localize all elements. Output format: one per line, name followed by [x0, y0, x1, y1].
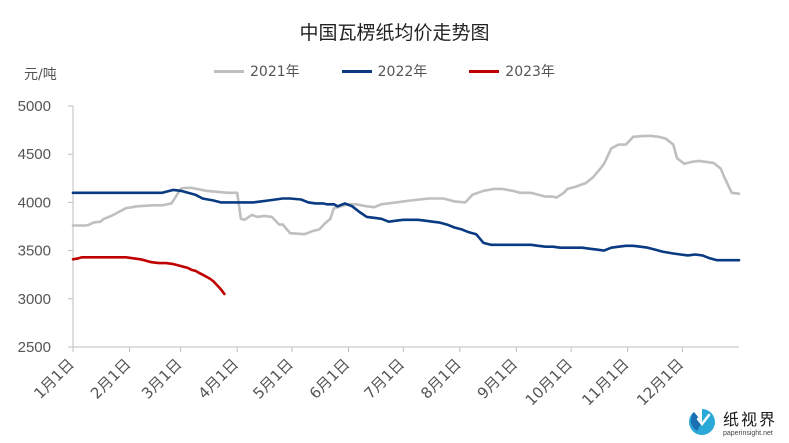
chart-title: 中国瓦楞纸均价走势图 — [299, 22, 490, 44]
x-tick-label: 4月1日 — [195, 355, 242, 402]
x-tick-label: 6月1日 — [306, 355, 353, 402]
y-tick-label: 5000 — [18, 98, 51, 115]
legend-swatch-2022 — [341, 69, 372, 73]
axes: 2500 3000 3500 4000 4500 5000 1月1日 2月1日 3月1日 4月1日… — [18, 98, 739, 409]
legend-label-2022: 2022年 — [377, 64, 428, 80]
series-lines — [71, 134, 741, 296]
series-line-2021年 — [71, 134, 741, 236]
x-tick-label: 7月1日 — [361, 355, 408, 402]
x-tick-label: 12月1日 — [633, 355, 687, 409]
paperinsight-logo-icon — [688, 408, 715, 435]
x-tick-label: 3月1日 — [138, 355, 185, 402]
x-tick-label: 1月1日 — [30, 355, 77, 402]
y-tick-label: 4000 — [18, 194, 51, 211]
watermark-text: 纸视界 paperinsight.net — [723, 406, 777, 437]
series-line-2023年 — [71, 255, 226, 296]
x-tick-label: 10月1日 — [522, 355, 576, 409]
y-tick-label: 3000 — [18, 291, 51, 308]
y-tick-label: 4500 — [18, 146, 51, 163]
y-tick-label: 3500 — [18, 243, 51, 260]
x-tick-label: 5月1日 — [249, 355, 296, 402]
series-line-2022年 — [71, 188, 741, 262]
watermark-brand: 纸视界 — [722, 410, 777, 429]
x-tick-label: 9月1日 — [474, 355, 521, 402]
legend-item-2022[interactable]: 2022年 — [341, 61, 428, 81]
watermark: 纸视界 paperinsight.net — [687, 406, 777, 437]
legend-label-2023: 2023年 — [505, 64, 555, 80]
watermark-url: paperinsight.net — [722, 430, 773, 437]
x-tick-label: 2月1日 — [87, 355, 134, 402]
legend-swatch-2023 — [469, 69, 500, 73]
x-tick-label: 8月1日 — [417, 355, 464, 402]
legend-swatch-2021 — [214, 69, 244, 73]
x-tick-label: 11月1日 — [578, 355, 632, 409]
y-axis-unit-label: 元/吨 — [24, 67, 57, 83]
legend: 2021年 2022年 2023年 — [214, 61, 555, 81]
legend-item-2023[interactable]: 2023年 — [469, 61, 555, 81]
y-tick-label: 2500 — [18, 339, 51, 356]
legend-label-2021: 2021年 — [250, 64, 300, 80]
legend-item-2021[interactable]: 2021年 — [214, 61, 300, 81]
